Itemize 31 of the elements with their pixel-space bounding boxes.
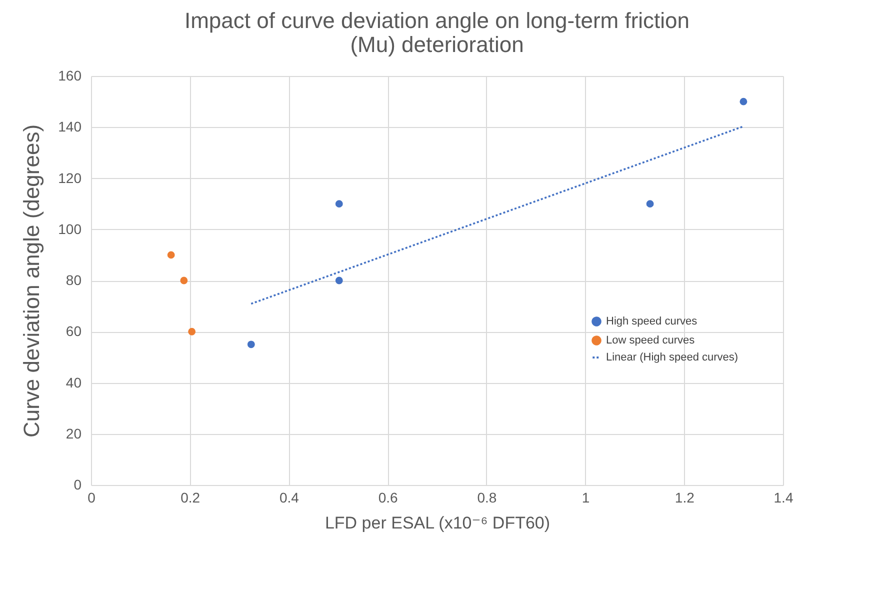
y-tick-label: 80 <box>66 272 82 288</box>
legend-label: Low speed curves <box>606 334 696 346</box>
legend-label: High speed curves <box>606 316 698 328</box>
y-tick-label: 20 <box>66 425 82 442</box>
point <box>247 340 255 348</box>
x-tick-label: 0.4 <box>279 490 300 506</box>
y-tick-label: 0 <box>74 476 82 492</box>
x-tick-label: 0.2 <box>180 490 200 506</box>
x-tick-label: 0.8 <box>477 490 497 506</box>
legend-label: Linear (High speed curves) <box>606 352 738 364</box>
y-tick-label: 40 <box>66 374 82 390</box>
x-tick-label: 1.4 <box>774 490 794 506</box>
point <box>180 276 188 284</box>
point <box>167 251 175 259</box>
point <box>335 200 343 208</box>
point <box>188 328 196 336</box>
chart-title: Impact of curve deviation angle on long-term friction (Mu) deterioration <box>184 8 690 57</box>
x-tick-label: 0 <box>88 490 96 506</box>
y-axis-title: Curve deviation angle (degrees) <box>19 124 44 438</box>
y-tick-label: 60 <box>66 323 82 340</box>
y-tick-label: 140 <box>58 118 82 135</box>
point <box>646 200 654 208</box>
point <box>740 98 748 106</box>
y-tick-label: 120 <box>58 170 82 186</box>
y-tick-label: 160 <box>58 68 82 84</box>
x-axis-title: LFD per ESAL (x10⁻⁶ DFT60) <box>324 514 550 532</box>
x-tick-label: 1 <box>582 490 590 506</box>
x-tick-label: 1.2 <box>674 490 695 506</box>
y-tick-label: 100 <box>58 220 82 237</box>
point <box>335 276 343 284</box>
x-tick-label: 0.6 <box>378 490 398 506</box>
